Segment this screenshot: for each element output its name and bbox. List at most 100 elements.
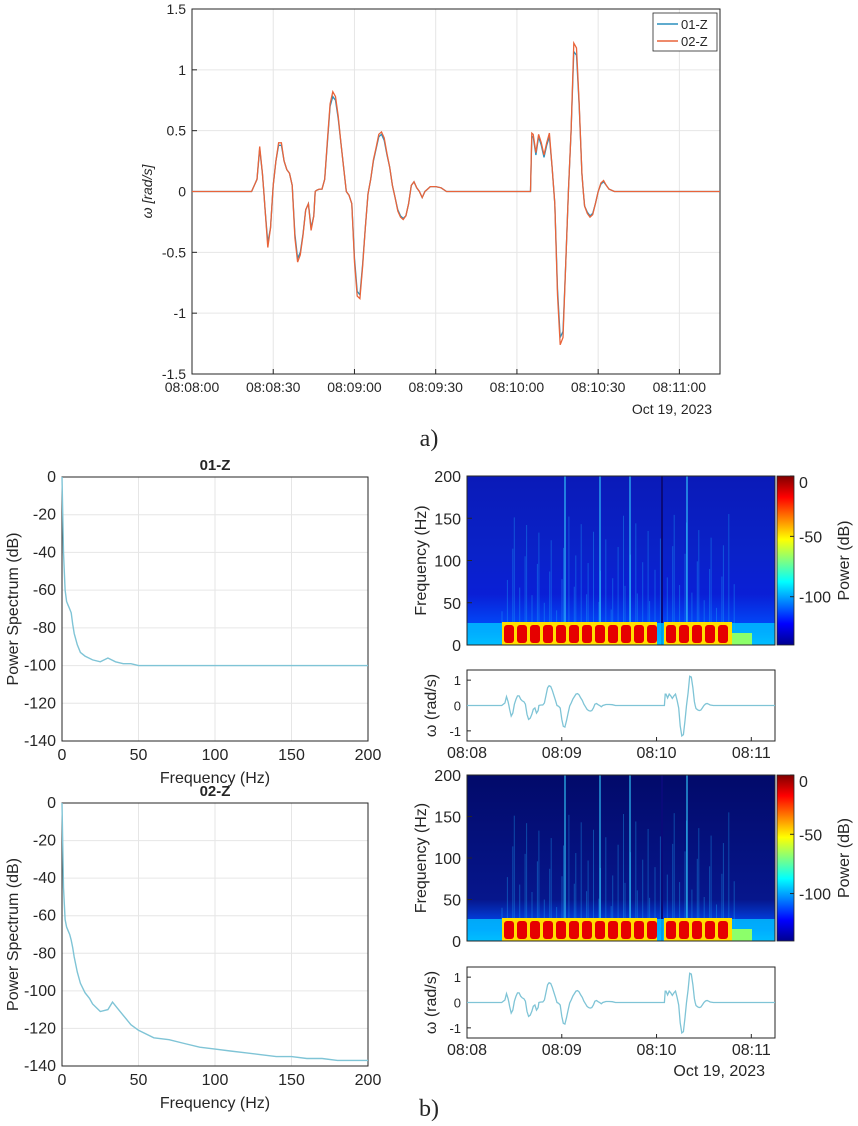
- y-tick-label: -80: [33, 620, 56, 637]
- y-tick-label: -120: [24, 1020, 56, 1037]
- y-tick-label: 0: [452, 638, 461, 655]
- spectrogram-hot-cell: [543, 921, 553, 939]
- spectrogram-hot-cell: [569, 921, 579, 939]
- chart-title: 01-Z: [200, 457, 231, 474]
- omega-line: [467, 972, 775, 1035]
- x-tick-label: 08:11: [732, 1042, 771, 1059]
- spectrogram-tail: [732, 929, 752, 941]
- x-tick-label: 08:09:00: [327, 379, 382, 395]
- legend-entry: 02-Z: [681, 34, 708, 49]
- spectrogram-hot-cell: [595, 921, 605, 939]
- y-tick-label: 0.5: [167, 123, 187, 139]
- x-tick-label: 08:08: [447, 1042, 487, 1059]
- spectrogram-hot-cell: [504, 921, 514, 939]
- x-tick-label: 50: [130, 747, 148, 764]
- plot-area-spectrogram: [466, 475, 776, 646]
- y-tick-label: -1: [174, 305, 187, 321]
- plot-area-psd: [61, 476, 369, 742]
- x-tick-label: 0: [58, 747, 67, 764]
- x-tick-label: 08:08:00: [165, 379, 220, 395]
- spectrogram-hot-cell: [608, 625, 618, 643]
- chart-omega-02: -1 0 1 08:08 08:09 08:10 08:11 ω (rad/s) Oct 19,…: [423, 966, 776, 1080]
- y-tick-label: 150: [434, 810, 461, 827]
- spectrogram-hot-cell: [705, 625, 715, 643]
- spectrogram-hot-cell: [705, 921, 715, 939]
- y-tick-label: -140: [24, 733, 56, 750]
- colorbar-tick-label: -100: [799, 887, 831, 904]
- y-tick-label: -20: [33, 507, 56, 524]
- spectrogram-hot-cell: [504, 625, 514, 643]
- x-tick-label: 08:09: [542, 1042, 582, 1059]
- y-tick-label: 0: [452, 934, 461, 951]
- spectrum-line: [61, 476, 368, 667]
- x-axis-label: Frequency (Hz): [160, 770, 270, 787]
- x-tick-label: 08:10:30: [571, 379, 626, 395]
- colorbar: [776, 774, 795, 942]
- panel-label-a: a): [420, 426, 439, 452]
- y-tick-label: 1.5: [167, 1, 187, 17]
- legend-entry: 01-Z: [681, 17, 708, 32]
- x-tick-label: 08:11:00: [653, 379, 707, 395]
- spectrogram-hot-cell: [679, 921, 689, 939]
- y-tick-label: 100: [434, 851, 461, 868]
- x-axis-label: Frequency (Hz): [160, 1095, 270, 1112]
- y-tick-label: 200: [434, 469, 461, 486]
- y-tick-label: 0: [454, 699, 461, 714]
- y-tick-label: -100: [24, 658, 56, 675]
- x-tick-label: 50: [130, 1072, 148, 1089]
- x-tick-label: 08:09:30: [408, 379, 463, 395]
- x-tick-label: 08:10: [637, 1042, 677, 1059]
- x-tick-label: 100: [202, 747, 229, 764]
- y-tick-label: 0: [454, 996, 461, 1011]
- x-tick-label: 08:10:00: [490, 379, 545, 395]
- series-line-01-Z: [192, 49, 720, 338]
- spectrogram-hot-cell: [718, 921, 728, 939]
- spectrogram-hot-cell: [608, 921, 618, 939]
- spectrogram-image: [467, 476, 775, 645]
- date-label: Oct 19, 2023: [632, 401, 712, 417]
- spectrogram-hot-cell: [679, 625, 689, 643]
- y-axis-label: Power Spectrum (dB): [5, 858, 22, 1011]
- spectrogram-hot-cell: [517, 625, 527, 643]
- y-tick-label: 0: [178, 184, 186, 200]
- spectrogram-hot-cell: [517, 921, 527, 939]
- y-tick-label: -60: [33, 908, 56, 925]
- y-tick-label: -80: [33, 945, 56, 962]
- y-tick-label: 200: [434, 768, 461, 785]
- spectrogram-image: [467, 775, 775, 941]
- y-tick-label: -60: [33, 582, 56, 599]
- y-tick-label: 1: [454, 673, 461, 688]
- y-axis-label: ω (rad/s): [423, 674, 440, 737]
- chart-psd-01: 0 50 100 150 200 -140 -120 -100 -80 -60 -40 -20 0 01-…: [5, 457, 381, 787]
- colorbar-tick-label: -100: [799, 590, 831, 607]
- chart-spectrogram-01: 0 50 100 150 200 Frequency (Hz) 0 -50 -100 Power …: [413, 469, 853, 655]
- spectrogram-hot-cell: [621, 921, 631, 939]
- colorbar-tick-label: 0: [799, 475, 808, 492]
- spectrum-line: [61, 802, 368, 1062]
- chart-psd-02: 0 50 100 150 200 -140 -120 -100 -80 -60 -40 -20 0 02-…: [5, 783, 381, 1112]
- spectrogram-hot-cell: [543, 625, 553, 643]
- spectrogram-hot-cell: [530, 921, 540, 939]
- x-tick-label: 200: [355, 747, 382, 764]
- plot-area-psd: [61, 802, 369, 1067]
- date-label: Oct 19, 2023: [673, 1063, 765, 1080]
- y-axis-label: Frequency (Hz): [413, 803, 430, 913]
- spectrogram-band: [502, 918, 657, 941]
- x-tick-label: 0: [58, 1072, 67, 1089]
- y-tick-label: 0: [47, 469, 56, 486]
- colorbar-tick-label: -50: [799, 529, 822, 546]
- x-tick-label: 100: [202, 1072, 229, 1089]
- colorbar-tick-label: 0: [799, 774, 808, 791]
- spectrogram-hot-cell: [666, 921, 676, 939]
- y-axis-label: ω (rad/s): [423, 971, 440, 1034]
- y-tick-label: 50: [443, 893, 461, 910]
- y-tick-label: 100: [434, 554, 461, 571]
- chart-omega-01: -1 0 1 08:08 08:09 08:10 08:11 ω (rad/s): [423, 669, 776, 762]
- series-line-02-Z: [192, 40, 720, 346]
- y-tick-label: 1: [178, 62, 186, 78]
- spectrogram-hot-cell: [530, 625, 540, 643]
- x-tick-label: 150: [278, 1072, 305, 1089]
- y-tick-label: 50: [443, 596, 461, 613]
- chart-title: 02-Z: [200, 783, 231, 800]
